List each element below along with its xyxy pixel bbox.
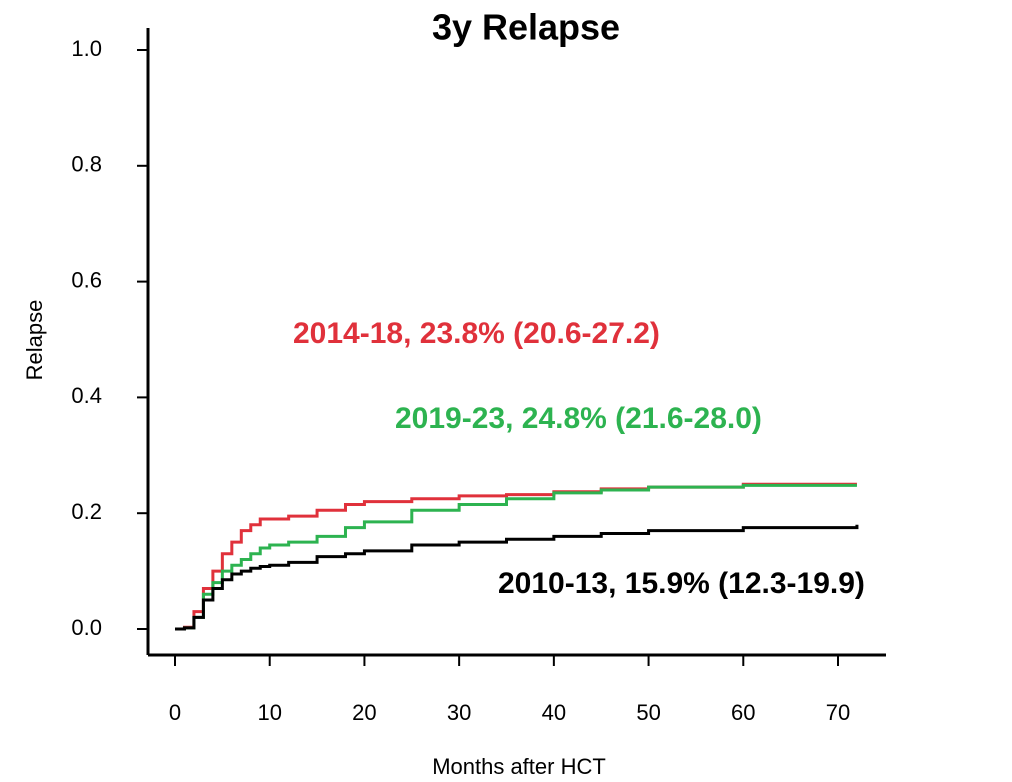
y-tick-label: 0.4 xyxy=(71,383,102,408)
x-tick-label: 30 xyxy=(447,700,471,725)
x-tick-label: 50 xyxy=(636,700,660,725)
x-tick-label: 40 xyxy=(542,700,566,725)
series-line xyxy=(175,483,857,631)
x-tick-label: 0 xyxy=(169,700,181,725)
y-tick-label: 0.2 xyxy=(71,499,102,524)
chart-title: 3y Relapse xyxy=(432,7,620,48)
x-tick-label: 60 xyxy=(731,700,755,725)
x-tick-label: 20 xyxy=(352,700,376,725)
y-axis-title: Relapse xyxy=(22,300,47,381)
y-tick-label: 0.6 xyxy=(71,267,102,292)
series-label: 2010-13, 15.9% (12.3-19.9) xyxy=(498,567,865,600)
y-tick-label: 1.0 xyxy=(71,36,102,61)
series-label: 2014-18, 23.8% (20.6-27.2) xyxy=(293,317,660,350)
y-tick-label: 0.8 xyxy=(71,152,102,177)
series-line xyxy=(175,482,857,631)
x-tick-label: 70 xyxy=(826,700,850,725)
x-tick-label: 10 xyxy=(257,700,281,725)
series-label: 2019-23, 24.8% (21.6-28.0) xyxy=(395,402,762,435)
series-line xyxy=(175,524,859,631)
y-tick-label: 0.0 xyxy=(71,615,102,640)
x-axis-title: Months after HCT xyxy=(432,754,606,779)
